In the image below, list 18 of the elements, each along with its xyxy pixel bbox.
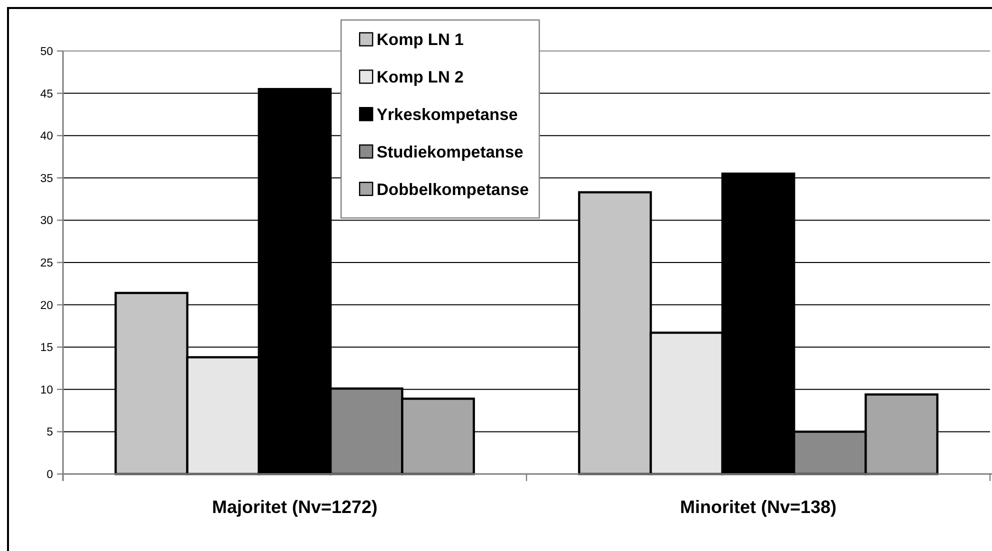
legend-label: Dobbelkompetanse [376, 180, 529, 199]
y-tick-label: 15 [40, 342, 53, 354]
x-tick-label: Majoritet (Nv=1272) [212, 497, 378, 517]
y-tick-label: 30 [40, 215, 53, 228]
legend-label: Komp LN 2 [376, 68, 464, 87]
y-tick-label: 5 [46, 426, 53, 439]
x-tick-label: Minoritet (Nv=138) [680, 497, 837, 517]
y-tick-label: 35 [40, 172, 53, 185]
y-tick-label: 50 [40, 46, 53, 58]
y-tick-label: 0 [46, 469, 53, 482]
legend-label: Komp LN 1 [376, 31, 464, 50]
legend-label: Yrkeskompetanse [376, 106, 518, 124]
y-tick-label: 45 [40, 88, 53, 100]
y-tick-label: 20 [40, 300, 53, 312]
y-tick-label: 25 [40, 258, 53, 270]
y-tick-label: 10 [40, 384, 53, 396]
y-tick-label: 40 [40, 130, 53, 143]
legend-label: Studiekompetanse [376, 143, 524, 162]
